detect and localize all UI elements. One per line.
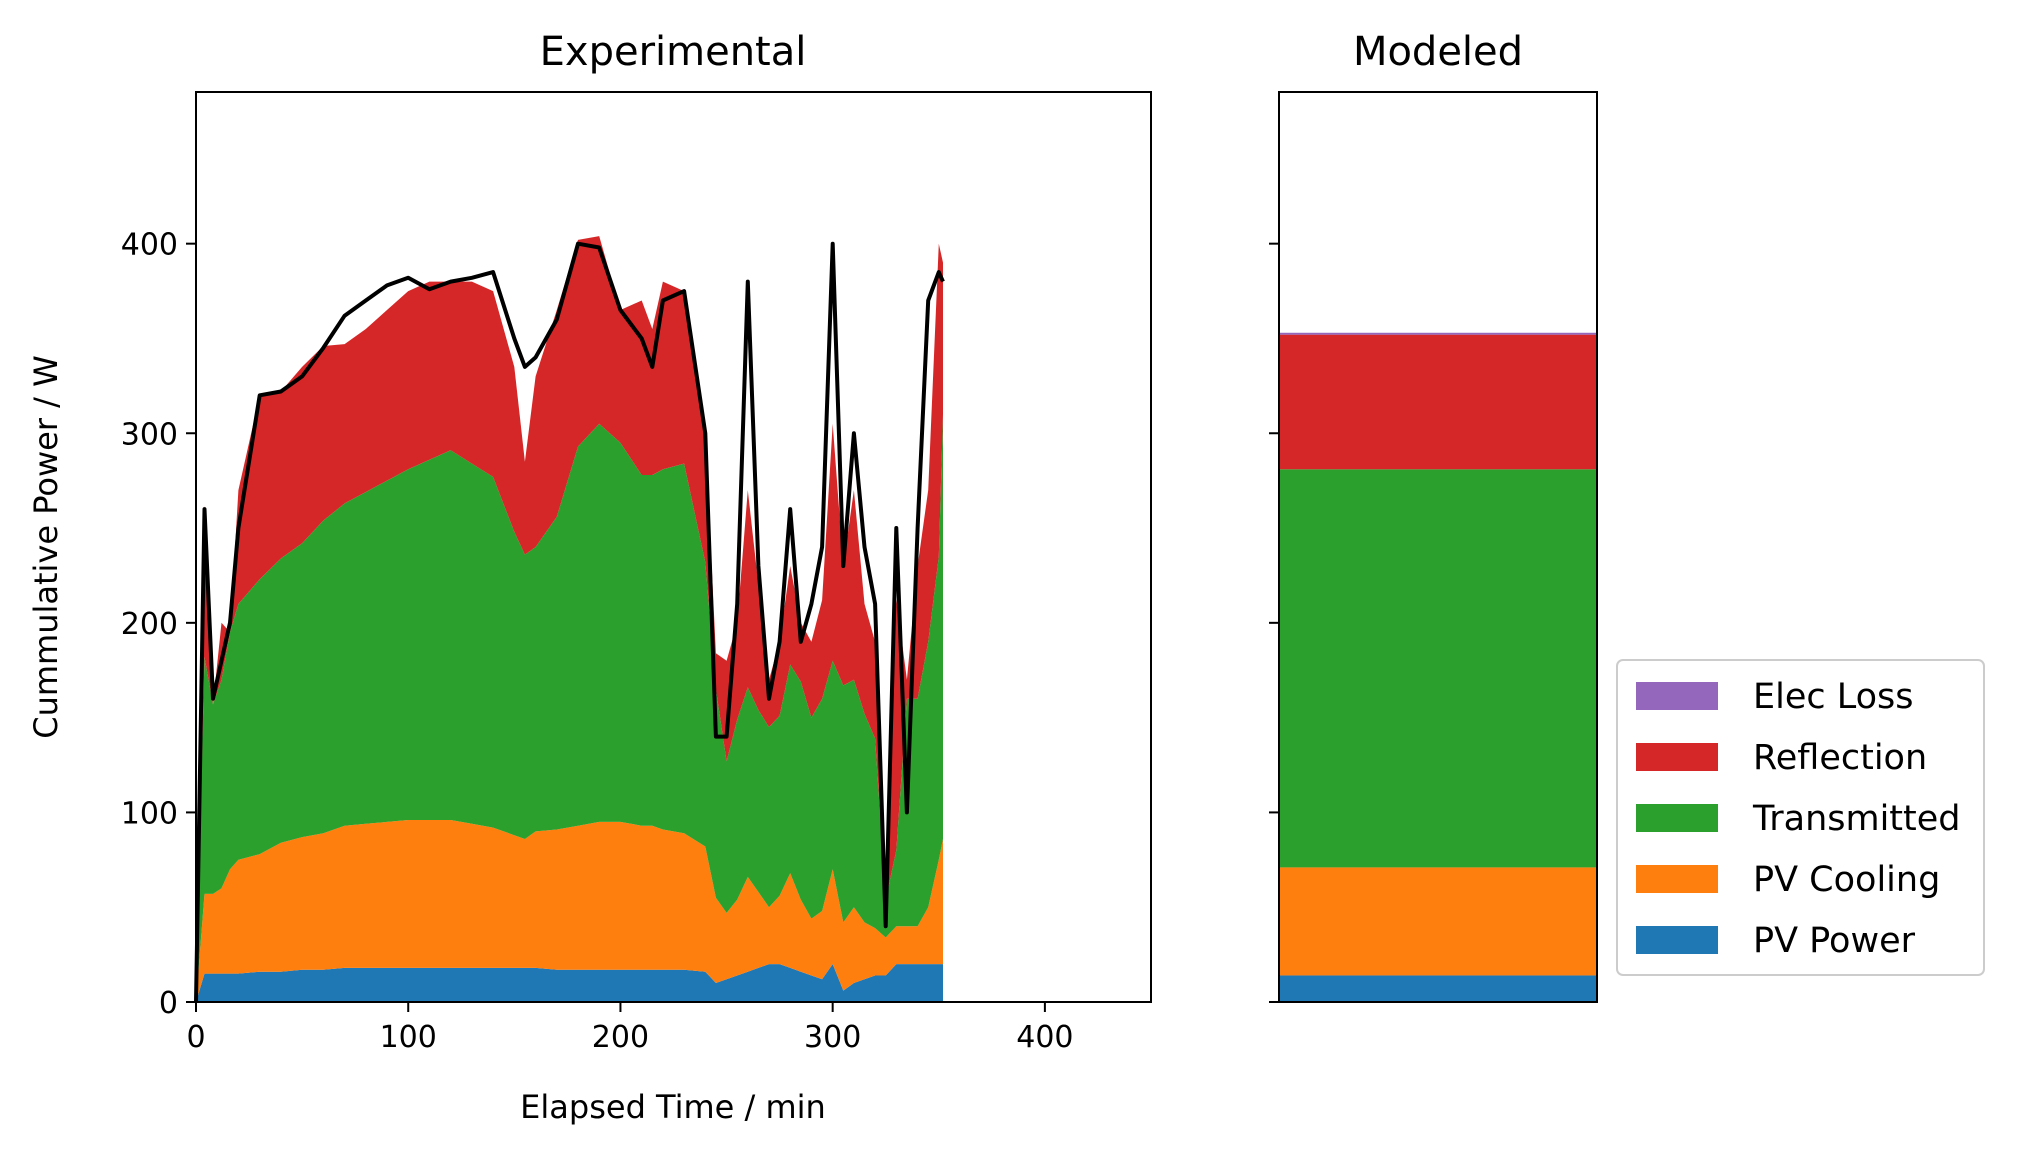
legend-swatch-pv-power bbox=[1636, 926, 1718, 954]
modeled-plot-frame bbox=[1278, 91, 1598, 1003]
bar-segment-pv-power bbox=[1279, 975, 1597, 1002]
legend-label-transmitted: Transmitted bbox=[1752, 799, 1961, 839]
legend-label-pv-cooling: PV Cooling bbox=[1753, 860, 1940, 900]
experimental-panel: 0 100 200 300 400 0 100 200 300 400 Experimental… bbox=[27, 29, 1152, 1126]
legend-swatch-reflection bbox=[1636, 743, 1718, 771]
legend: Elec Loss Reflection Transmitted PV Cooling… bbox=[1616, 659, 1985, 976]
legend-swatch-transmitted bbox=[1636, 804, 1718, 832]
modeled-stacked-bar bbox=[1279, 332, 1597, 1002]
modeled-y-ticks bbox=[1269, 242, 1279, 1003]
experimental-title: Experimental bbox=[540, 29, 807, 75]
area-reflection bbox=[196, 236, 943, 1003]
y-tick-label: 100 bbox=[121, 796, 178, 831]
y-tick-label: 300 bbox=[121, 417, 178, 452]
bar-segment-pv-cooling bbox=[1279, 867, 1597, 976]
bar-segment-reflection bbox=[1279, 334, 1597, 470]
legend-frame bbox=[1616, 659, 1985, 976]
x-tick-label: 100 bbox=[380, 1020, 437, 1055]
x-tick-label: 200 bbox=[592, 1020, 649, 1055]
x-axis-title: Elapsed Time / min bbox=[520, 1088, 826, 1126]
x-tick-label: 400 bbox=[1016, 1020, 1073, 1055]
x-tick-label: 300 bbox=[804, 1020, 861, 1055]
experimental-y-ticks: 0 100 200 300 400 bbox=[121, 228, 196, 1021]
area-transmitted bbox=[196, 414, 943, 1002]
experimental-stacked-areas bbox=[196, 236, 943, 1003]
y-tick-label: 200 bbox=[121, 607, 178, 642]
legend-label-pv-power: PV Power bbox=[1753, 921, 1916, 961]
experimental-total-line bbox=[194, 241, 945, 1003]
x-tick-label: 0 bbox=[186, 1020, 205, 1055]
experimental-x-ticks: 0 100 200 300 400 bbox=[186, 1002, 1074, 1055]
total-power-line bbox=[194, 241, 945, 1003]
bar-segment-elec-loss bbox=[1279, 332, 1597, 335]
legend-label-elec-loss: Elec Loss bbox=[1753, 677, 1914, 717]
area-pv-cooling bbox=[196, 820, 943, 1002]
y-tick-label: 0 bbox=[159, 986, 178, 1021]
y-axis-title: Cummulative Power / W bbox=[27, 355, 65, 739]
experimental-plot-frame bbox=[195, 91, 1152, 1003]
bar-segment-transmitted bbox=[1279, 469, 1597, 868]
modeled-panel: Modeled bbox=[1269, 29, 1598, 1003]
modeled-title: Modeled bbox=[1353, 29, 1523, 75]
legend-swatch-pv-cooling bbox=[1636, 865, 1718, 893]
y-tick-label: 400 bbox=[121, 228, 178, 263]
legend-label-reflection: Reflection bbox=[1753, 738, 1927, 778]
area-pv-power bbox=[196, 964, 943, 1002]
legend-swatch-elec-loss bbox=[1636, 682, 1718, 710]
